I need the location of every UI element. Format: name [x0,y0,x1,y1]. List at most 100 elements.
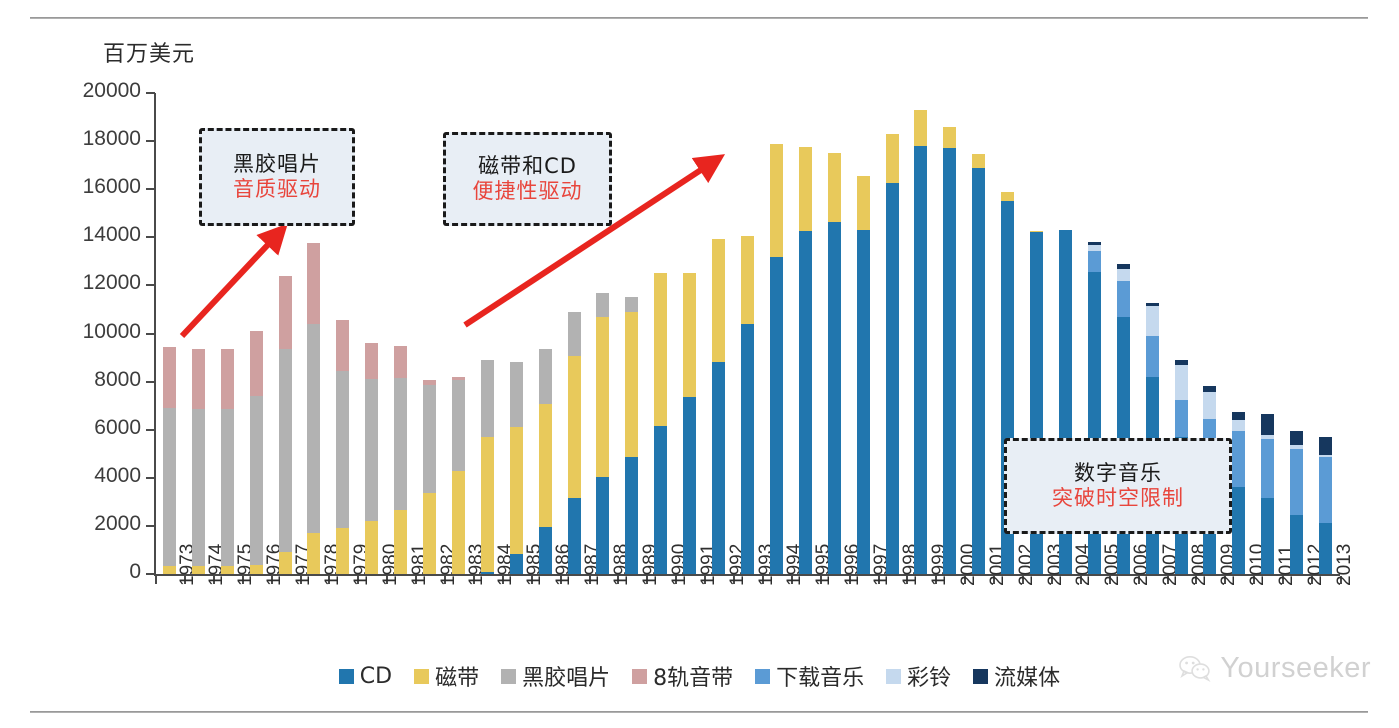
bar-segment [509,553,523,574]
legend-label: 流媒体 [994,666,1061,691]
bar-segment [451,376,465,381]
legend-swatch [414,668,430,684]
bar-segment [191,409,205,566]
legend-swatch [886,668,902,684]
bar-stack [365,93,379,574]
bar-stack [423,93,437,574]
bar-segment [509,362,523,428]
bar-segment [1203,386,1217,393]
bar-segment [654,426,668,574]
bar-segment [394,510,408,574]
bar-segment [856,175,870,231]
legend-item[interactable]: 彩铃 [886,660,951,692]
x-axis-tick [501,576,504,584]
annotation-digital-subtitle: 突破时空限制 [1052,486,1184,510]
bar-stack [1319,93,1333,574]
bar-segment [162,408,176,566]
x-axis-tick [790,576,793,584]
bar-segment [567,311,581,357]
x-axis-tick [241,576,244,584]
x-axis-tick [1224,576,1227,584]
legend-item[interactable]: 下载音乐 [755,660,864,692]
legend-label: 黑胶唱片 [522,666,611,691]
x-axis-tick [733,576,736,584]
x-axis-tick [1137,576,1140,584]
bar-stack [451,93,465,574]
y-axis-tick-label: 14000 [82,223,141,247]
y-axis-unit-label: 百万美元 [103,42,196,67]
y-axis-tick-label: 4000 [94,463,141,487]
legend-item[interactable]: 流媒体 [973,660,1060,692]
bar-stack [654,93,668,574]
legend-swatch [632,668,648,684]
bar-segment [1174,359,1188,365]
bar-segment [538,527,552,574]
bar-segment [683,397,697,574]
legend-label: 下载音乐 [776,666,865,691]
bar-segment [249,396,263,565]
bar-segment [1116,268,1130,281]
x-axis-tick [819,576,822,584]
bar-segment [220,409,234,567]
bar-segment [741,236,754,324]
annotation-vinyl-title: 黑胶唱片 [233,152,321,177]
bar-segment [885,133,899,184]
x-axis-tick [155,576,157,584]
bar-stack [480,93,494,574]
bar-segment [1290,430,1304,446]
bar-segment [1001,191,1015,202]
x-axis-tick [559,576,562,584]
bar-stack [336,93,350,574]
legend-item[interactable]: CD [338,664,392,689]
bar-segment [914,109,928,146]
x-axis-tick [357,576,360,584]
legend-item[interactable]: 黑胶唱片 [501,660,610,692]
bar-stack [1290,93,1304,574]
bar-stack [885,93,899,574]
chart-legend: CD 磁带 黑胶唱片 8轨音带 下载音乐 彩铃 流媒体 [0,660,1399,692]
legend-label: 磁带 [435,666,480,691]
bar-segment [365,521,379,574]
legend-item[interactable]: 8轨音带 [632,660,733,692]
bar-segment [1116,263,1130,269]
bar-segment [683,273,697,398]
y-axis-line [154,93,156,575]
legend-item[interactable]: 磁带 [414,660,479,692]
bar-segment [596,476,610,574]
bar-stack [943,93,957,574]
y-axis-tick [146,284,155,287]
bar-segment [278,552,292,574]
y-axis-tick [146,428,155,431]
bar-segment [365,343,379,380]
annotation-vinyl-subtitle: 音质驱动 [233,177,321,201]
bar-segment [509,427,523,554]
bar-segment [336,370,350,529]
bar-segment [1087,242,1101,245]
bar-segment [1232,420,1246,431]
bar-segment [1087,250,1101,273]
bar-segment [1261,414,1275,435]
legend-swatch [338,668,354,684]
bar-stack [856,93,870,574]
bar-stack [596,93,610,574]
annotation-vinyl: 黑胶唱片 音质驱动 [199,128,355,226]
bar-segment [1145,335,1159,377]
bar-stack [538,93,552,574]
x-axis-tick [472,576,475,584]
bar-segment [654,273,668,427]
x-axis-tick [588,576,591,584]
bar-stack [191,93,205,574]
bar-segment [423,380,437,386]
legend-swatch [501,668,517,684]
x-axis-tick [1022,576,1025,584]
bar-segment [1174,364,1188,400]
bar-segment [1203,392,1217,419]
bar-segment [307,243,321,324]
bar-segment [191,349,205,410]
bar-segment [1232,430,1246,488]
x-axis-tick [1108,576,1111,584]
x-axis-tick [1166,576,1169,584]
y-axis-tick [146,524,155,527]
bar-segment [885,183,899,574]
bar-stack [683,93,697,574]
